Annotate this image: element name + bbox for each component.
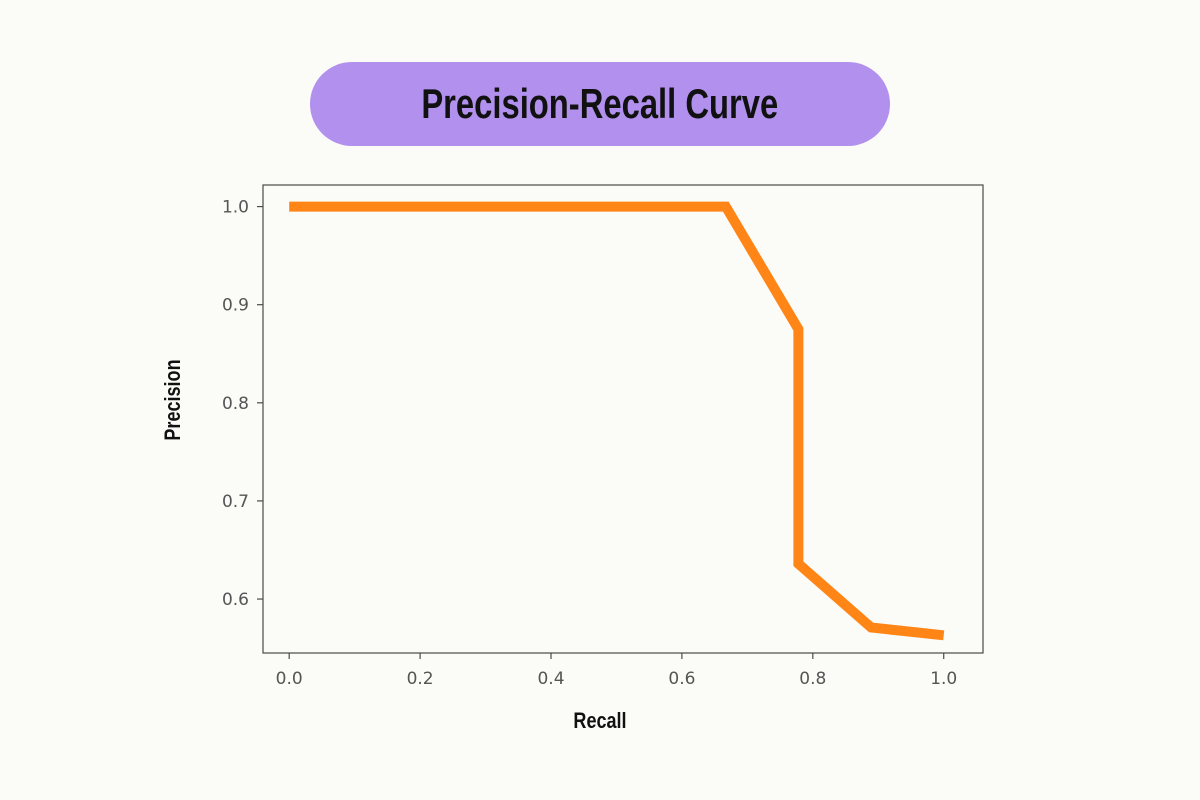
x-tick-label: 0.6 — [668, 669, 695, 689]
chart-title: Precision-Recall Curve — [421, 80, 779, 127]
y-axis-title: Precision — [161, 359, 185, 440]
y-axis: 0.6 0.7 0.8 0.9 1.0 — [222, 198, 263, 610]
y-tick-label: 0.6 — [222, 590, 249, 610]
x-tick-label: 0.4 — [537, 669, 564, 689]
y-tick-label: 0.9 — [222, 296, 249, 316]
x-tick-label: 0.2 — [407, 669, 434, 689]
y-tick-label: 0.8 — [222, 394, 249, 414]
plot-area — [262, 184, 984, 654]
chart-title-pill: Precision-Recall Curve — [310, 62, 890, 146]
y-tick-label: 0.7 — [222, 492, 249, 512]
y-tick-label: 1.0 — [222, 198, 249, 218]
x-tick-label: 1.0 — [930, 669, 957, 689]
x-tick-label: 0.8 — [799, 669, 826, 689]
series-group — [289, 201, 945, 641]
x-axis: 0.0 0.2 0.4 0.6 0.8 1.0 — [276, 653, 957, 689]
x-axis-title: Recall — [573, 709, 626, 733]
precision-recall-line — [289, 201, 945, 641]
x-tick-label: 0.0 — [276, 669, 303, 689]
